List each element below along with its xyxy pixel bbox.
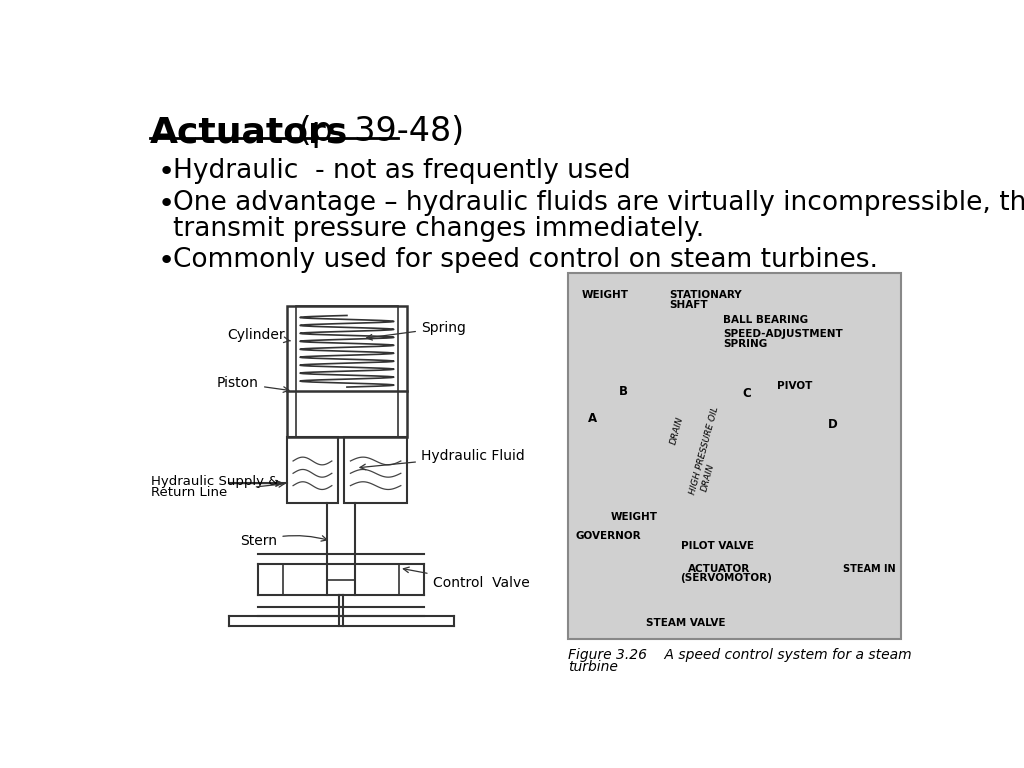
Text: BALL BEARING: BALL BEARING	[723, 316, 808, 326]
Text: One advantage – hydraulic fluids are virtually incompressible, thus they: One advantage – hydraulic fluids are vir…	[173, 190, 1024, 216]
Text: SPRING: SPRING	[723, 339, 767, 349]
Text: turbine: turbine	[568, 660, 618, 674]
Text: Cylinder: Cylinder	[227, 329, 291, 343]
Text: •: •	[158, 190, 175, 218]
Bar	[568, 273, 901, 639]
Text: Piston: Piston	[217, 376, 289, 392]
Text: DRAIN: DRAIN	[669, 416, 685, 446]
Text: •: •	[158, 158, 175, 187]
Text: STEAM VALVE: STEAM VALVE	[646, 618, 725, 628]
Text: Control  Valve: Control Valve	[403, 567, 529, 591]
Text: C: C	[742, 387, 752, 400]
Text: A: A	[588, 412, 597, 425]
Text: DRAIN: DRAIN	[700, 462, 716, 492]
Text: •: •	[158, 247, 175, 275]
Text: Hydraulic  - not as frequently used: Hydraulic - not as frequently used	[173, 158, 631, 184]
Text: STATIONARY: STATIONARY	[669, 290, 741, 300]
Text: PIVOT: PIVOT	[777, 381, 813, 391]
Text: Spring: Spring	[367, 321, 466, 340]
Text: Hydraulic Supply &: Hydraulic Supply &	[152, 475, 279, 488]
Text: Commonly used for speed control on steam turbines.: Commonly used for speed control on steam…	[173, 247, 878, 273]
Text: SPEED-ADJUSTMENT: SPEED-ADJUSTMENT	[723, 329, 843, 339]
Bar	[287, 306, 407, 437]
Text: GOVERNOR: GOVERNOR	[575, 531, 642, 541]
Text: WEIGHT: WEIGHT	[583, 290, 629, 300]
Text: B: B	[618, 385, 628, 398]
Text: WEIGHT: WEIGHT	[611, 511, 657, 521]
Bar	[344, 437, 407, 502]
Text: transmit pressure changes immediately.: transmit pressure changes immediately.	[173, 216, 705, 242]
Bar	[287, 437, 338, 502]
Text: ACTUATOR: ACTUATOR	[688, 564, 751, 574]
Text: Hydraulic Fluid: Hydraulic Fluid	[360, 449, 524, 470]
Text: PILOT VALVE: PILOT VALVE	[681, 541, 754, 551]
Text: Actuators: Actuators	[150, 115, 348, 149]
Bar	[296, 306, 397, 437]
Text: Stern: Stern	[241, 534, 327, 548]
Text: STEAM IN: STEAM IN	[844, 564, 896, 574]
Text: Return Line: Return Line	[152, 486, 227, 499]
Text: D: D	[827, 418, 838, 431]
Text: (SERVOMOTOR): (SERVOMOTOR)	[681, 574, 772, 584]
Text: (p. 39-48): (p. 39-48)	[288, 115, 464, 148]
Text: SHAFT: SHAFT	[669, 300, 708, 310]
Text: HIGH PRESSURE OIL: HIGH PRESSURE OIL	[688, 406, 721, 495]
Text: Figure 3.26    A speed control system for a steam: Figure 3.26 A speed control system for a…	[568, 648, 911, 662]
